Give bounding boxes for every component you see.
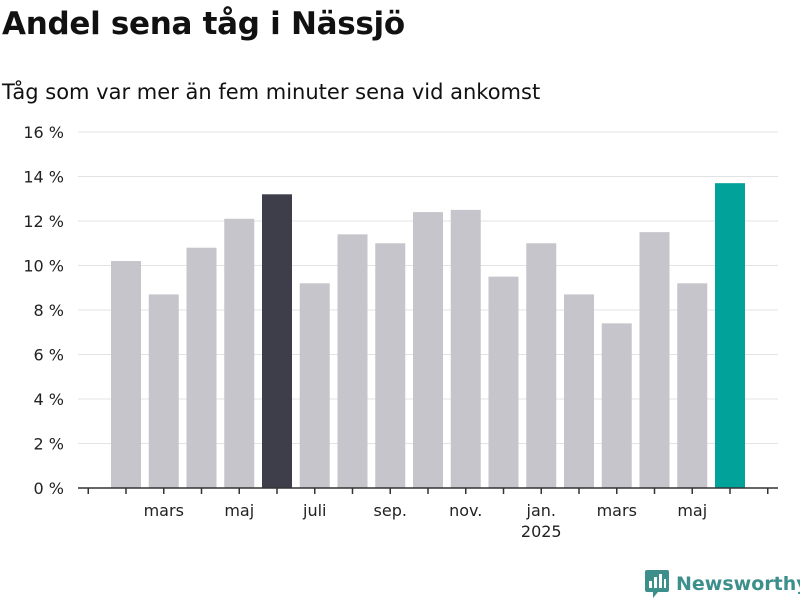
y-tick-label: 8 % — [34, 301, 64, 320]
x-tick-label: nov. — [449, 501, 482, 520]
x-tick-label: jan. — [526, 501, 556, 520]
y-tick-label: 10 % — [23, 257, 64, 276]
bar-2024-02 — [111, 261, 141, 488]
y-tick-label: 14 % — [23, 168, 64, 187]
bar-2024-03 — [148, 294, 179, 488]
bar-2024-07 — [299, 283, 330, 488]
y-tick-label: 12 % — [23, 212, 64, 231]
bar-2024-06 — [262, 194, 292, 489]
x-year-label: 2025 — [521, 522, 562, 541]
x-tick-label: sep. — [374, 501, 407, 520]
bar-2024-08 — [337, 234, 368, 488]
y-tick-label: 16 % — [23, 123, 64, 142]
x-tick-label: juli — [302, 501, 326, 520]
y-tick-label: 4 % — [34, 390, 64, 409]
bar-2024-12 — [488, 276, 519, 488]
bar-2025-01 — [526, 243, 557, 488]
bar-2025-05 — [677, 283, 708, 488]
y-tick-label: 6 % — [34, 346, 64, 365]
y-tick-label: 0 % — [34, 479, 64, 498]
bars — [111, 183, 745, 489]
bar-2024-05 — [224, 218, 255, 488]
bar-2025-04 — [639, 232, 670, 488]
y-axis-labels: 0 % 2 % 4 % 6 % 8 % 10 % 12 % 14 % 16 % — [23, 123, 64, 498]
bar-2024-09 — [375, 243, 406, 488]
newsworthy-logo: Newsworthy — [644, 569, 800, 599]
brand-name: Newsworthy — [676, 573, 800, 595]
x-axis-labels: mars maj juli sep. nov. jan. 2025 mars maj — [144, 501, 708, 541]
x-axis — [78, 487, 778, 494]
x-tick-label: maj — [677, 501, 707, 520]
bar-chart: 0 % 2 % 4 % 6 % 8 % 10 % 12 % 14 % 16 % mars maj j… — [23, 123, 778, 541]
bar-2024-10 — [413, 212, 443, 488]
bar-2024-11 — [450, 209, 481, 488]
bar-2025-03 — [601, 323, 632, 488]
bar-2025-02 — [564, 294, 594, 488]
chart-subtitle: Tåg som var mer än fem minuter sena vid … — [2, 80, 541, 104]
y-tick-label: 2 % — [34, 435, 64, 454]
bar-2025-06 — [715, 183, 745, 489]
chart-title: Andel sena tåg i Nässjö — [2, 6, 405, 42]
bar-chart-pin-icon — [645, 570, 669, 598]
x-tick-label: mars — [144, 501, 184, 520]
bar-2024-04 — [186, 247, 217, 488]
x-tick-label: mars — [597, 501, 637, 520]
x-tick-label: maj — [224, 501, 254, 520]
